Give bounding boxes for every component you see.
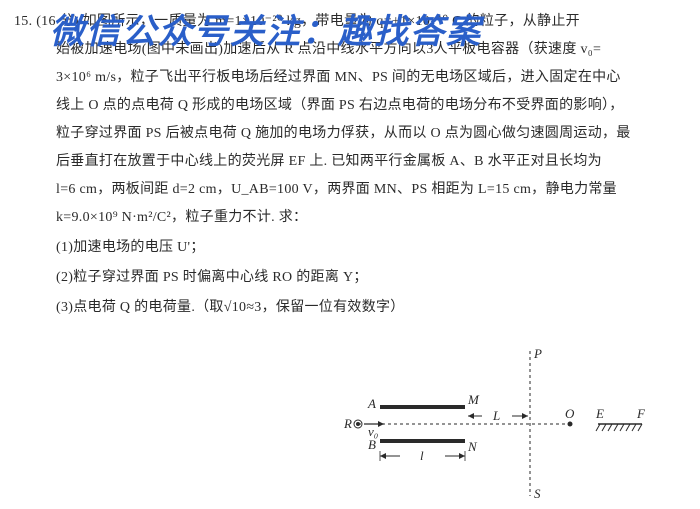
label-L: L — [492, 408, 500, 423]
label-O: O — [565, 406, 575, 421]
watermark-overlay: 微信公众号关注：趣找答案 — [50, 4, 482, 53]
label-E: E — [595, 406, 604, 421]
label-M: M — [467, 392, 480, 407]
text-4: 线上 O 点的点电荷 Q 形成的电场区域（界面 PS 右边点电荷的电场分布不受界… — [14, 92, 680, 120]
sub-question-3: (3)点电荷 Q 的电荷量.（取√10≈3，保留一位有效数字） — [14, 294, 680, 322]
label-S: S — [534, 486, 541, 501]
label-P: P — [533, 346, 542, 361]
sub-question-2: (2)粒子穿过界面 PS 时偏离中心线 RO 的距离 Y； — [14, 264, 680, 292]
label-F: F — [636, 406, 645, 421]
physics-diagram: P S A M B N R v₀ O E F — [340, 346, 645, 501]
sub-question-1: (1)加速电场的电压 U'； — [14, 234, 680, 262]
text-7: l=6 cm，两板间距 d=2 cm，U_AB=100 V，两界面 MN、PS … — [14, 176, 680, 204]
text-8: k=9.0×10⁹ N·m²/C²，粒子重力不计. 求： — [14, 204, 680, 232]
label-A: A — [367, 396, 376, 411]
label-R: R — [343, 416, 352, 431]
label-l: l — [420, 448, 424, 463]
text-6: 后垂直打在放置于中心线上的荧光屏 EF 上. 已知两平行金属板 A、B 水平正对… — [14, 148, 680, 176]
text-5: 粒子穿过界面 PS 后被点电荷 Q 施加的电场力俘获，从而以 O 点为圆心做匀速… — [14, 120, 680, 148]
text-3: 3×10⁶ m/s，粒子飞出平行板电场后经过界面 MN、PS 间的无电场区域后，… — [14, 64, 680, 92]
label-B: B — [368, 437, 376, 452]
label-v0: v₀ — [368, 424, 378, 439]
problem-number: 15. — [14, 14, 32, 29]
label-N: N — [467, 439, 478, 454]
